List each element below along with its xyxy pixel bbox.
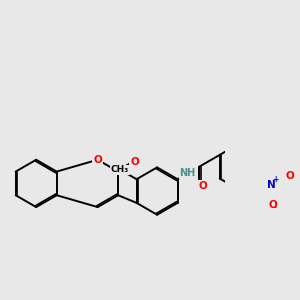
Text: NH: NH (180, 168, 196, 178)
Text: +: + (272, 175, 278, 184)
Text: O: O (269, 200, 278, 210)
Text: N: N (267, 180, 276, 190)
Text: ⁻: ⁻ (271, 206, 277, 216)
Text: O: O (130, 157, 139, 167)
Text: O: O (93, 155, 102, 165)
Text: O: O (198, 181, 207, 190)
Text: CH₃: CH₃ (111, 165, 129, 174)
Text: O: O (286, 171, 294, 181)
